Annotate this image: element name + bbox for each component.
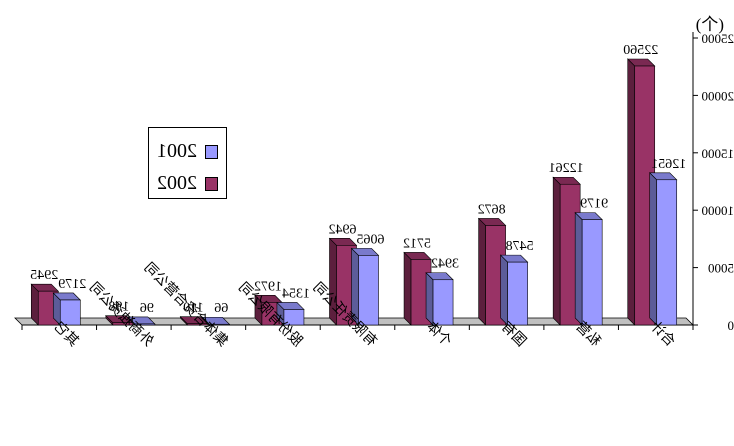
data-label: 96 bbox=[140, 301, 154, 316]
legend-item-2001: 2001 bbox=[149, 140, 226, 162]
data-label: 3942 bbox=[431, 257, 459, 272]
bar-2001-8 bbox=[53, 293, 80, 325]
legend-label-2002: 2002 bbox=[157, 172, 197, 194]
data-label: 22560 bbox=[623, 43, 658, 58]
bar-front bbox=[657, 180, 677, 325]
bar-side bbox=[628, 59, 635, 325]
y-tick-label: 10000 bbox=[702, 203, 734, 218]
bar-front bbox=[508, 262, 528, 325]
data-label: 1354 bbox=[282, 286, 310, 301]
data-label: 6065 bbox=[357, 232, 385, 247]
data-label: 2179 bbox=[58, 277, 86, 292]
data-label: 5712 bbox=[403, 236, 431, 251]
data-label: 12651 bbox=[651, 157, 686, 172]
y-tick-label: 5000 bbox=[708, 261, 734, 276]
data-label: 12261 bbox=[549, 161, 584, 176]
bar-2001-1 bbox=[575, 213, 602, 325]
bar-2001-2 bbox=[501, 255, 528, 325]
bar-side bbox=[479, 218, 486, 325]
bar-2001-3 bbox=[426, 273, 453, 325]
y-tick-label: 20000 bbox=[702, 88, 734, 103]
data-label: 2945 bbox=[30, 268, 58, 283]
data-label: 8672 bbox=[478, 202, 506, 217]
legend-swatch-2001 bbox=[205, 145, 218, 159]
legend-item-2002: 2002 bbox=[149, 172, 226, 194]
bar-side bbox=[501, 255, 508, 325]
y-tick-label: 0 bbox=[728, 318, 734, 333]
legend-label-2001: 2001 bbox=[157, 140, 197, 162]
y-tick-label: 15000 bbox=[702, 146, 734, 161]
bar-side bbox=[575, 213, 582, 325]
bar-side bbox=[553, 177, 560, 325]
bar-2001-0 bbox=[650, 173, 677, 325]
data-label: 5478 bbox=[506, 239, 534, 254]
data-label: 66 bbox=[214, 301, 228, 316]
bar-front bbox=[582, 220, 602, 325]
bar-front bbox=[433, 280, 453, 325]
bar-front bbox=[359, 255, 379, 325]
y-unit-label: (个) bbox=[696, 15, 724, 34]
bar-2001-4 bbox=[352, 248, 379, 325]
bar-side bbox=[404, 252, 411, 325]
data-label: 9179 bbox=[580, 197, 608, 212]
bar-side bbox=[650, 173, 657, 325]
legend-swatch-2002 bbox=[205, 177, 218, 191]
data-label: 6942 bbox=[329, 222, 357, 237]
bar-side bbox=[426, 273, 433, 325]
legend: 2001 2002 bbox=[148, 127, 227, 199]
